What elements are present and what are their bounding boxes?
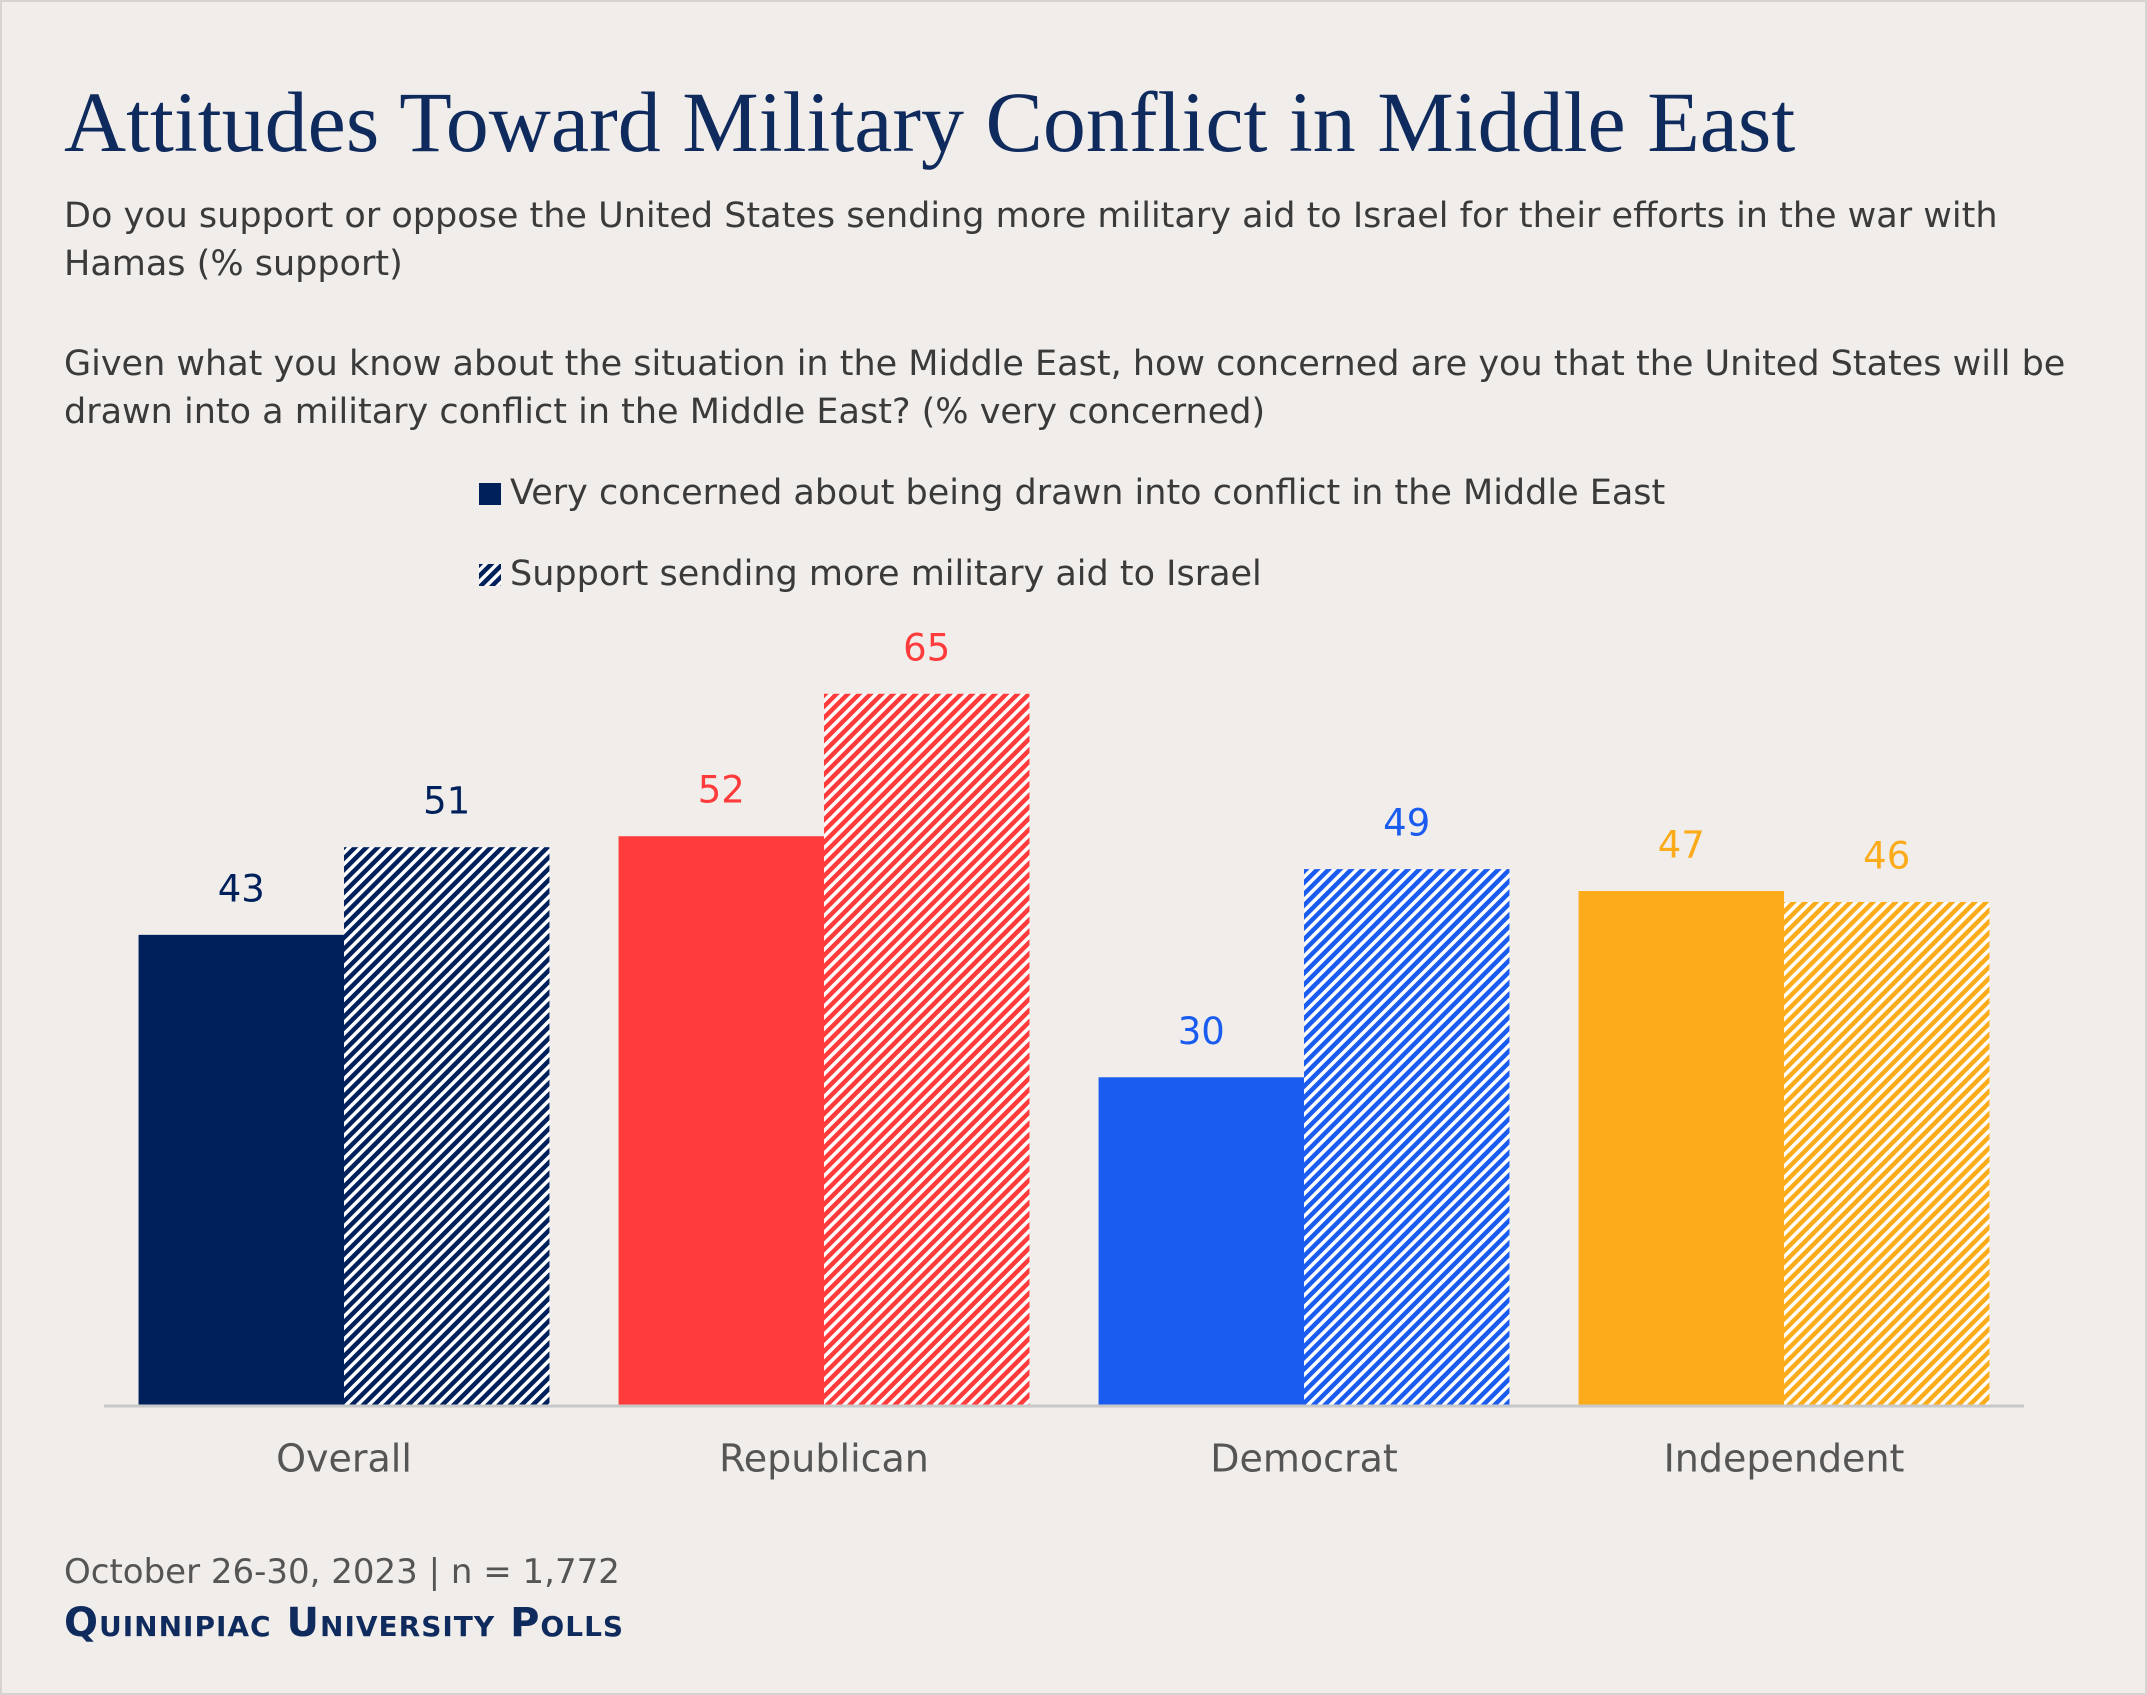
- subtitle: Do you support or oppose the United Stat…: [64, 196, 1998, 284]
- bar: [618, 836, 824, 1406]
- bar: [1578, 891, 1784, 1406]
- bar: [824, 693, 1030, 1406]
- value-label: 46: [1863, 834, 1910, 877]
- bar: [1304, 869, 1510, 1406]
- x-tick-label: Republican: [719, 1437, 929, 1481]
- legend-label: Support sending more military aid to Isr…: [510, 554, 1262, 594]
- value-label: 49: [1383, 802, 1430, 845]
- bar: [344, 847, 550, 1406]
- legend-label: Very concerned about being drawn into co…: [510, 473, 1665, 513]
- legend-swatch: [479, 564, 501, 586]
- chart-title: Attitudes Toward Military Conflict in Mi…: [64, 74, 1796, 170]
- x-tick-label: Overall: [276, 1437, 412, 1481]
- bar: [1784, 901, 1990, 1406]
- legend-swatch: [479, 483, 501, 505]
- value-label: 30: [1178, 1010, 1225, 1053]
- value-label: 51: [423, 780, 470, 823]
- value-label: 43: [218, 867, 265, 910]
- subtitle: Given what you know about the situation …: [64, 344, 2066, 432]
- bar: [1098, 1077, 1304, 1406]
- value-label: 47: [1658, 824, 1705, 867]
- bar: [138, 934, 344, 1406]
- source: Quinnipiac University Polls: [64, 1600, 625, 1646]
- x-tick-label: Democrat: [1210, 1437, 1398, 1481]
- x-tick-label: Independent: [1664, 1437, 1905, 1481]
- note: October 26-30, 2023 | n = 1,772: [64, 1552, 620, 1592]
- value-label: 65: [903, 626, 950, 669]
- value-label: 52: [698, 769, 745, 812]
